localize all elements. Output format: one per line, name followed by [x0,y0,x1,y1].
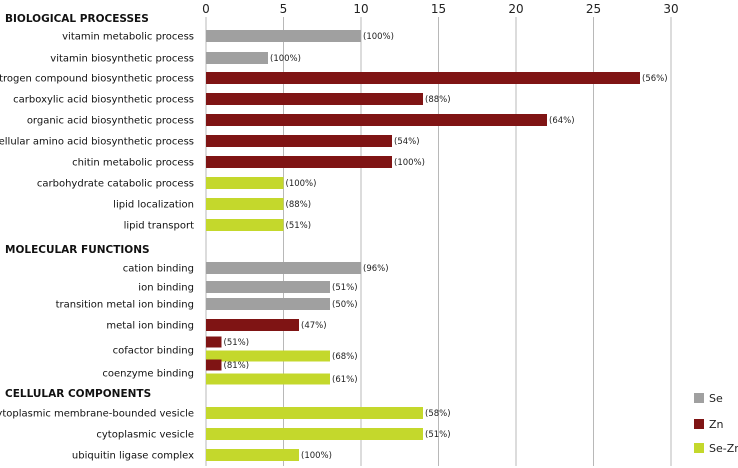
x-tick-label-30: 30 [663,2,678,16]
legend-label-zn: Zn [709,418,724,431]
legend-label-se-zn: Se-Zn [709,442,738,455]
category-label: carboxylic acid biosynthetic process [13,95,194,106]
legend-label-se: Se [709,392,723,405]
bar-percent-label: (100%) [363,32,394,42]
category-label: ion binding [138,283,194,294]
category-label: coenzyme binding [102,369,194,380]
bar-se-zn [206,449,299,461]
category-label: cytoplasmic membrane-bounded vesicle [0,409,194,420]
category-label: vitamin metabolic process [62,32,194,43]
gridlines [205,17,672,466]
bar-se [206,281,330,293]
section-title: MOLECULAR FUNCTIONS [5,244,150,256]
bar-se-zn [206,373,330,385]
category-label: transition metal ion binding [56,300,194,311]
bar-percent-label: (47%) [301,321,327,331]
category-label: nitrogen compound biosynthetic process [0,74,194,85]
bar-percent-label: (64%) [549,116,575,126]
category-label: cellular amino acid biosynthetic process [0,137,194,148]
bar-percent-label: (50%) [332,300,358,310]
bar-zn [206,93,423,105]
bar-percent-label: (51%) [425,430,451,440]
bar-percent-label: (58%) [425,409,451,419]
category-label: vitamin biosynthetic process [50,54,194,65]
x-axis-ticks: 0 5 10 15 20 25 30 [202,2,678,16]
bar-percent-label: (51%) [224,338,250,348]
bar-zn [206,359,222,371]
x-tick-label-15: 15 [431,2,446,16]
bar-se-zn [206,198,284,210]
bar-zn [206,135,392,147]
bar-percent-label: (100%) [394,158,425,168]
x-tick-label-5: 5 [280,2,288,16]
bar-se-zn [206,407,423,419]
bar-percent-label: (100%) [270,54,301,64]
bar-percent-label: (56%) [642,74,668,84]
bar-se [206,30,361,42]
bar-percent-label: (81%) [224,361,250,371]
bar-se-zn [206,219,284,231]
category-label: chitin metabolic process [72,158,194,169]
x-tick-label-0: 0 [202,2,210,16]
legend: Se Zn Se-Zn [694,392,738,455]
category-label: organic acid biosynthetic process [27,116,194,127]
bar-percent-label: (88%) [425,95,451,105]
legend-swatch-zn [694,419,704,429]
bar-zn [206,72,640,84]
category-label: lipid transport [124,221,194,232]
section-title: CELLULAR COMPONENTS [5,388,151,400]
bar-se-zn [206,177,284,189]
bar-percent-label: (68%) [332,352,358,362]
legend-swatch-se-zn [694,443,704,453]
x-tick-label-10: 10 [353,2,368,16]
bar-percent-label: (51%) [286,221,312,231]
category-label: carbohydrate catabolic process [37,179,194,190]
bar-percent-label: (51%) [332,283,358,293]
category-label: metal ion binding [106,321,194,332]
bar-percent-label: (61%) [332,375,358,385]
chart-rows: BIOLOGICAL PROCESSES vitamin metabolic pr… [0,13,668,462]
category-label: ubiquitin ligase complex [72,451,194,462]
bar-percent-label: (100%) [286,179,317,189]
legend-swatch-se [694,393,704,403]
bar-se [206,52,268,64]
x-tick-label-20: 20 [508,2,523,16]
section-title: BIOLOGICAL PROCESSES [5,13,149,25]
category-label: cofactor binding [113,346,194,357]
bar-percent-label: (100%) [301,451,332,461]
bar-se-zn [206,428,423,440]
bar-zn [206,319,299,331]
bar-percent-label: (54%) [394,137,420,147]
category-label: lipid localization [113,200,194,211]
bar-zn [206,114,547,126]
x-tick-label-25: 25 [586,2,601,16]
bar-zn [206,336,222,348]
bar-se [206,298,330,310]
bar-se [206,262,361,274]
category-label: cation binding [123,264,194,275]
bar-se-zn [206,350,330,362]
bar-percent-label: (88%) [286,200,312,210]
category-label: cytoplasmic vesicle [96,430,194,441]
bar-zn [206,156,392,168]
bar-percent-label: (96%) [363,264,389,274]
